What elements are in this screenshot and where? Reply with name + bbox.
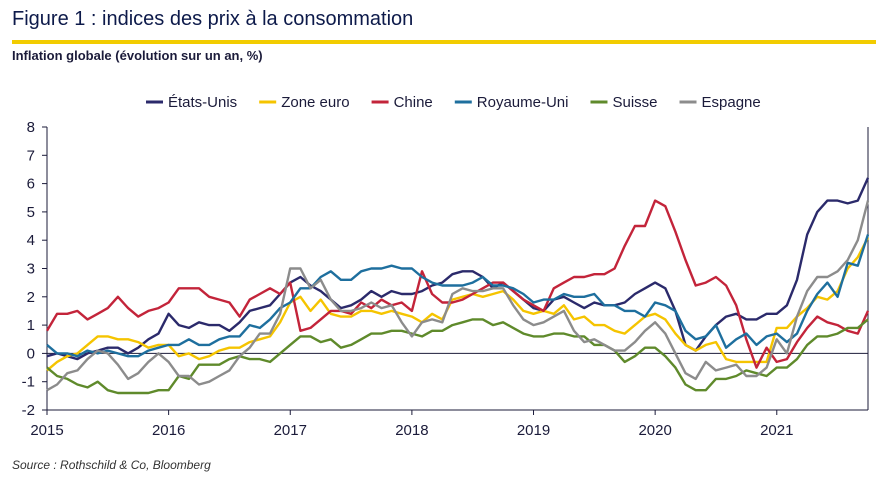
series-line--tats-unis bbox=[46, 177, 870, 361]
x-tick-label: 2021 bbox=[760, 422, 793, 439]
y-tick-label: 0 bbox=[27, 345, 35, 362]
figure-title: Figure 1 : indices des prix à la consomm… bbox=[12, 8, 414, 30]
x-tick-label: 2020 bbox=[638, 422, 671, 439]
y-tick-label: 2 bbox=[27, 289, 35, 306]
y-tick-label: 4 bbox=[27, 232, 35, 249]
y-tick-label: 3 bbox=[27, 261, 35, 278]
series-line-espagne bbox=[46, 200, 870, 392]
source-note: Source : Rothschild & Co, Bloomberg bbox=[12, 458, 211, 472]
y-tick-label: 8 bbox=[27, 119, 35, 136]
legend-label: Zone euro bbox=[281, 94, 349, 111]
x-tick-label: 2015 bbox=[30, 422, 63, 439]
series-line-chine bbox=[45, 199, 870, 369]
x-tick-label: 2019 bbox=[517, 422, 550, 439]
x-tick-label: 2016 bbox=[152, 422, 185, 439]
title-rule bbox=[12, 40, 876, 44]
legend-label: Royaume-Uni bbox=[477, 94, 569, 111]
legend-label: Chine bbox=[394, 94, 433, 111]
y-tick-label: 7 bbox=[27, 147, 35, 164]
legend-label: Suisse bbox=[612, 94, 657, 111]
y-tick-label: -1 bbox=[22, 374, 35, 391]
series-line-zone-euro bbox=[46, 236, 870, 372]
y-tick-label: 5 bbox=[27, 204, 35, 221]
series-line-royaume-uni bbox=[46, 234, 870, 358]
legend-label: Espagne bbox=[702, 94, 761, 111]
series-line-suisse bbox=[46, 318, 869, 395]
chart-subtitle: Inflation globale (évolution sur un an, … bbox=[12, 48, 263, 63]
y-tick-label: 1 bbox=[27, 317, 35, 334]
y-tick-label: -2 bbox=[22, 402, 35, 419]
y-tick-label: 6 bbox=[27, 176, 35, 193]
x-tick-label: 2017 bbox=[274, 422, 307, 439]
legend-label: États-Unis bbox=[168, 94, 237, 111]
x-tick-label: 2018 bbox=[395, 422, 428, 439]
